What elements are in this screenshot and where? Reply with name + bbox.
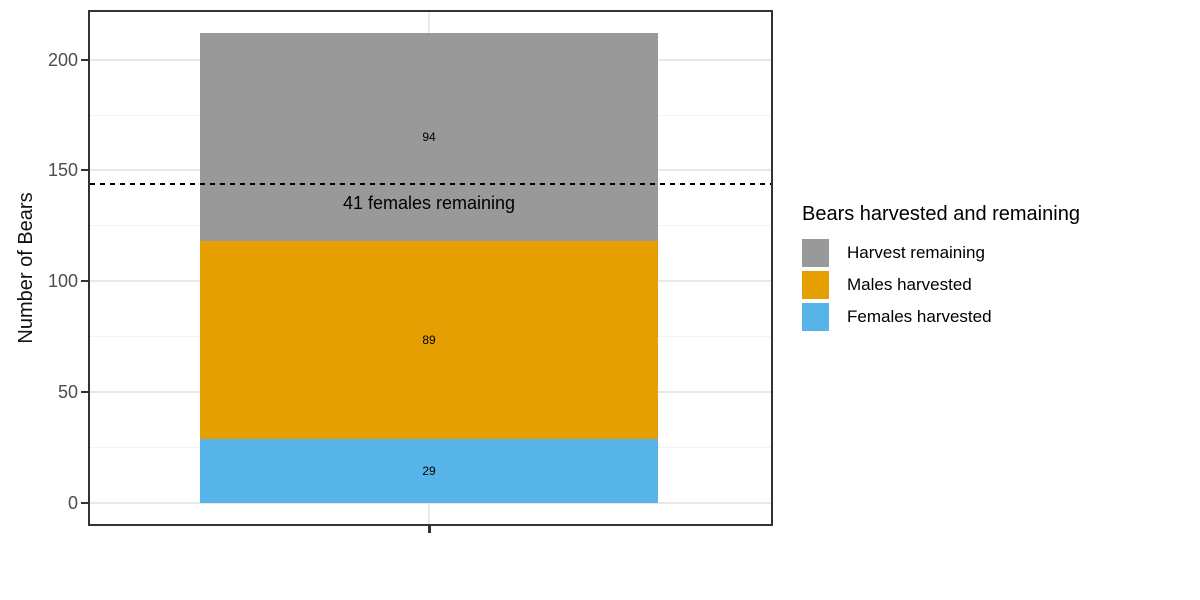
legend-swatch-icon	[802, 271, 829, 299]
legend-entry-label: Males harvested	[847, 275, 972, 294]
y-tick-label-150: 150	[47, 160, 78, 181]
legend: Bears harvested and remaining Harvest re…	[802, 202, 1192, 335]
bar-segment-harvest-remaining	[200, 32, 658, 242]
legend-title: Bears harvested and remaining	[802, 203, 1080, 225]
y-tick-label-0: 0	[67, 493, 78, 513]
bar-segment-females-harvested	[200, 438, 658, 503]
reference-dashed-line	[90, 182, 771, 185]
y-tick-mark-200	[81, 58, 88, 61]
legend-entry-males-harvested: Males harvested	[802, 271, 1192, 299]
bar-value-label-females-harvested: 29	[422, 463, 436, 478]
legend-entries: Harvest remaining Males harvested Females …	[802, 239, 1192, 331]
y-tick-mark-0	[81, 502, 88, 504]
annotation-females-remaining: 41 females remaining	[342, 193, 516, 213]
bar-value-label-harvest-remaining: 94	[422, 130, 436, 145]
gridline-major-0	[90, 502, 771, 504]
y-tick-mark-50	[81, 391, 88, 394]
y-tick-label-200: 200	[47, 49, 78, 70]
legend-swatch-icon	[802, 239, 829, 267]
y-tick-mark-150	[81, 169, 88, 172]
y-tick-mark-100	[81, 280, 88, 283]
y-tick-label-100: 100	[47, 271, 78, 292]
y-axis-title: Number of Bears	[15, 192, 37, 344]
legend-entry-label: Females harvested	[847, 307, 992, 326]
y-tick-label-50: 50	[57, 382, 78, 403]
legend-swatch-icon	[802, 303, 829, 331]
bar-value-label-males-harvested: 89	[422, 333, 436, 348]
legend-entry-females-harvested: Females harvested	[802, 303, 1192, 331]
legend-entry-label: Harvest remaining	[847, 243, 985, 262]
legend-entry-harvest-remaining: Harvest remaining	[802, 239, 1192, 267]
x-tick-mark	[428, 526, 431, 533]
bar-segment-males-harvested	[200, 241, 658, 439]
